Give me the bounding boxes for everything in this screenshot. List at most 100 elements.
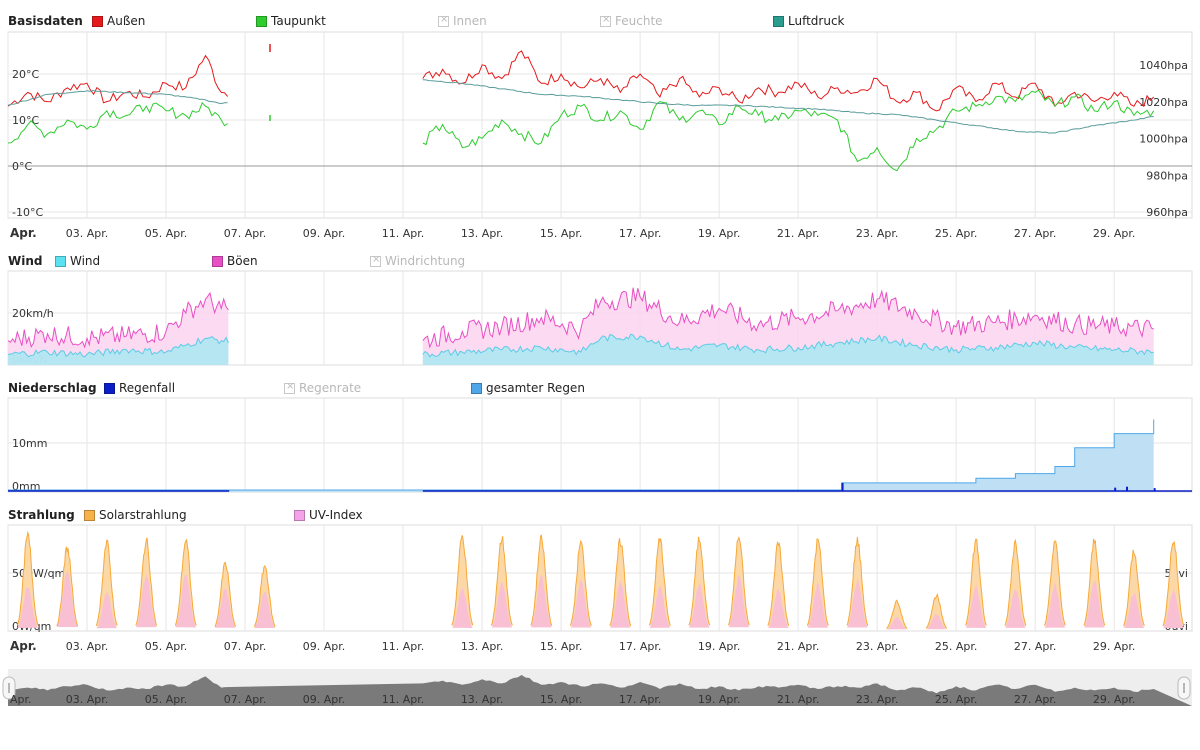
x-tick-label: 03. Apr. bbox=[66, 227, 109, 240]
x-tick-label: 19. Apr. bbox=[698, 640, 741, 653]
x-tick-label: 15. Apr. bbox=[540, 227, 583, 240]
legend-item-aussen[interactable]: Außen bbox=[92, 14, 145, 28]
legend-swatch-pink bbox=[294, 509, 305, 521]
y-tick-label: 500W/qm bbox=[12, 567, 65, 580]
series-line-wind bbox=[7, 336, 229, 358]
solar-peak-line bbox=[925, 593, 948, 629]
legend-label: Regenfall bbox=[119, 381, 176, 395]
x-tick-label: 27. Apr. bbox=[1014, 640, 1057, 653]
legend-swatch-green bbox=[256, 15, 267, 27]
uv-peak-area bbox=[135, 573, 157, 628]
solar-peak-area bbox=[807, 539, 829, 626]
series-line-wind bbox=[422, 333, 1154, 358]
uv-peak-area bbox=[886, 616, 908, 630]
y-right-tick-label: 1040hpa bbox=[1139, 59, 1188, 72]
x-tick-label: 21. Apr. bbox=[777, 227, 820, 240]
series-area-wind bbox=[422, 334, 1154, 365]
legend-strahlung: Strahlung Solarstrahlung UV-Index bbox=[0, 508, 1200, 526]
solar-peak-line bbox=[965, 538, 987, 626]
y-right-tick-label: 1000hpa bbox=[1139, 133, 1188, 146]
legend-label: Wind bbox=[70, 254, 101, 268]
solar-peak-line bbox=[846, 536, 869, 626]
plot-area bbox=[7, 397, 1193, 493]
legend-swatch-magenta bbox=[212, 255, 223, 267]
y-tick-label: 10°C bbox=[12, 114, 39, 127]
series-line-luftdruck bbox=[7, 89, 228, 106]
navigator-tick-label: 19. Apr. bbox=[698, 693, 741, 706]
x-tick-label: 09. Apr. bbox=[303, 640, 346, 653]
legend-item-innen[interactable]: Innen bbox=[438, 14, 487, 28]
x-tick-label: 07. Apr. bbox=[224, 640, 267, 653]
x-tick-label: 13. Apr. bbox=[461, 640, 504, 653]
legend-wind: Wind Wind Böen Windrichtung bbox=[0, 254, 1200, 272]
navigator-tick-label: 27. Apr. bbox=[1014, 693, 1057, 706]
solar-peak-area bbox=[491, 536, 513, 626]
legend-item-regenfall[interactable]: Regenfall bbox=[104, 381, 175, 395]
legend-item-gesamter-regen[interactable]: gesamter Regen bbox=[471, 381, 585, 395]
legend-item-windrichtung[interactable]: Windrichtung bbox=[370, 254, 465, 268]
uv-peak-area bbox=[491, 582, 513, 628]
legend-label: Feuchte bbox=[615, 14, 663, 28]
legend-item-regenrate[interactable]: Regenrate bbox=[284, 381, 361, 395]
solar-peak-line bbox=[767, 540, 790, 626]
panel-title-strahlung: Strahlung bbox=[8, 508, 75, 522]
rainfall-bar bbox=[1126, 486, 1129, 491]
x-tick-label: 23. Apr. bbox=[856, 227, 899, 240]
legend-basisdaten: Basisdaten Außen Taupunkt Innen Feuchte … bbox=[0, 14, 1200, 32]
uv-peak-area bbox=[609, 580, 631, 628]
legend-item-uv-index[interactable]: UV-Index bbox=[294, 508, 363, 522]
solar-peak-line bbox=[688, 536, 711, 626]
legend-swatch-orange bbox=[84, 509, 95, 521]
legend-label: Böen bbox=[227, 254, 258, 268]
legend-swatch-disabled bbox=[370, 254, 381, 267]
x-tick-label: 21. Apr. bbox=[777, 640, 820, 653]
series-line-boeen bbox=[7, 291, 229, 349]
legend-item-solarstrahlung[interactable]: Solarstrahlung bbox=[84, 508, 187, 522]
x-tick-label: 09. Apr. bbox=[303, 227, 346, 240]
legend-swatch-disabled bbox=[284, 381, 295, 394]
legend-label: Solarstrahlung bbox=[99, 508, 187, 522]
solar-peak-line bbox=[609, 538, 632, 626]
x-tick-label: 25. Apr. bbox=[935, 640, 978, 653]
uv-peak-area bbox=[214, 588, 236, 628]
legend-item-luftdruck[interactable]: Luftdruck bbox=[773, 14, 845, 28]
rainfall-bar bbox=[1153, 488, 1156, 491]
uv-peak-area bbox=[56, 569, 78, 628]
legend-label: Luftdruck bbox=[788, 14, 845, 28]
panel-title-wind: Wind bbox=[8, 254, 43, 268]
x-axis-start-label: Apr. bbox=[10, 639, 37, 653]
legend-item-feuchte[interactable]: Feuchte bbox=[600, 14, 663, 28]
solar-peak-line bbox=[569, 539, 592, 626]
navigator-tick-label: 17. Apr. bbox=[619, 693, 662, 706]
solar-peak-area bbox=[1123, 549, 1145, 627]
solar-peak-area bbox=[688, 536, 710, 626]
legend-label: Außen bbox=[107, 14, 146, 28]
x-tick-label: 17. Apr. bbox=[619, 227, 662, 240]
solar-peak-line bbox=[1004, 538, 1027, 626]
legend-label: Taupunkt bbox=[271, 14, 326, 28]
y-right-tick-label: 960hpa bbox=[1146, 206, 1188, 219]
solar-peak-line bbox=[886, 599, 908, 629]
legend-swatch-disabled bbox=[600, 14, 611, 27]
legend-item-boeen[interactable]: Böen bbox=[212, 254, 258, 268]
navigator-tick-label: 21. Apr. bbox=[777, 693, 820, 706]
solar-peak-line bbox=[490, 536, 513, 626]
legend-swatch-red bbox=[92, 15, 103, 27]
panel-title-basisdaten: Basisdaten bbox=[8, 14, 83, 28]
x-tick-label: 29. Apr. bbox=[1093, 227, 1136, 240]
solar-peak-area bbox=[926, 594, 947, 629]
y-right-tick-label: 980hpa bbox=[1146, 169, 1188, 182]
uv-peak-area bbox=[1005, 589, 1026, 628]
solar-peak-area bbox=[17, 532, 39, 626]
solar-peak-line bbox=[56, 546, 79, 627]
solar-peak-line bbox=[16, 530, 39, 626]
solar-peak-area bbox=[96, 540, 118, 626]
solar-peak-line bbox=[135, 537, 158, 626]
uv-peak-area bbox=[688, 582, 710, 628]
uv-peak-area bbox=[96, 592, 118, 629]
grid-rain bbox=[7, 397, 1193, 493]
legend-item-taupunkt[interactable]: Taupunkt bbox=[256, 14, 326, 28]
uv-peak-area bbox=[1044, 582, 1066, 628]
navigator-tick-label: 07. Apr. bbox=[224, 693, 267, 706]
legend-item-wind[interactable]: Wind bbox=[55, 254, 100, 268]
